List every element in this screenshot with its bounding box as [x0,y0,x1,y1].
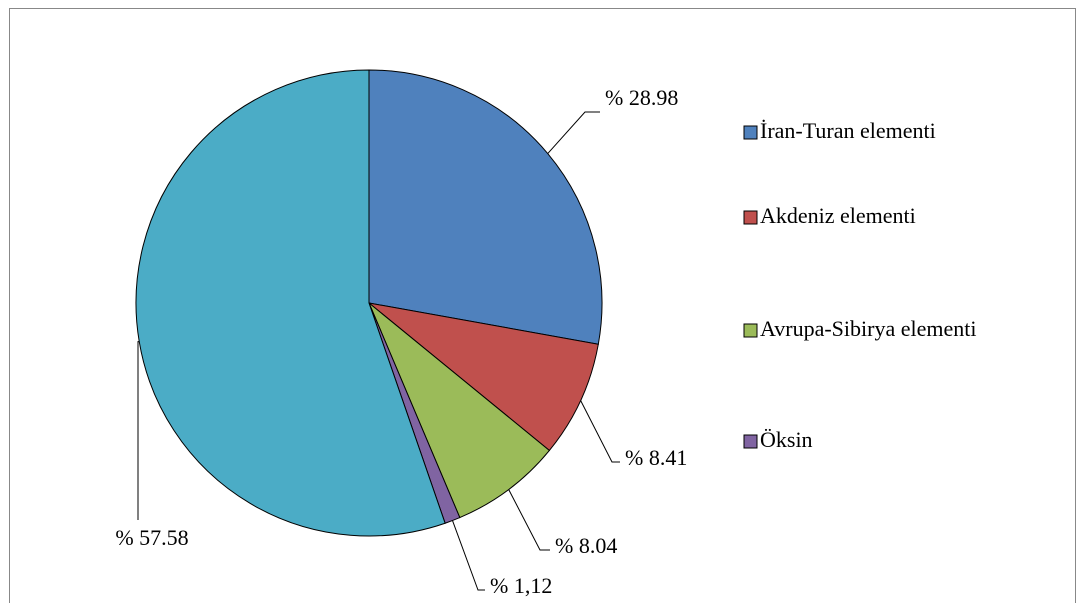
legend-label: İran-Turan elementi [760,118,936,143]
chart-frame [9,8,1076,603]
data-label: % 8.04 [555,533,617,558]
data-label: % 1,12 [490,573,552,598]
legend-swatch [743,210,758,225]
data-label: % 28.98 [605,85,678,110]
legend-label: Avrupa-Sibirya elementi [760,316,976,341]
leader-line [580,400,620,463]
legend-swatch [743,434,758,449]
pie-slice [368,69,603,345]
pie-slice [135,69,446,537]
pie-slice [368,302,551,519]
legend-label: Öksin [760,427,813,452]
legend-swatch [743,125,758,140]
leader-line [508,489,550,551]
legend-label: Akdeniz elementi [760,203,916,228]
leader-line [452,520,485,591]
legend-swatch [743,323,758,338]
data-label: % 8.41 [625,445,687,470]
leader-line [137,341,140,520]
leader-line [547,111,600,154]
data-label: % 57.58 [115,525,188,550]
